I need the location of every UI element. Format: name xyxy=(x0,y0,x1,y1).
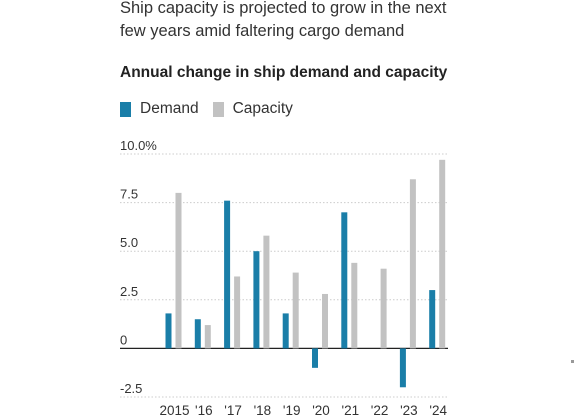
capacity-bar-4 xyxy=(292,272,299,349)
legend-item-demand: Demand xyxy=(120,100,199,118)
chart-panel xyxy=(114,0,455,420)
legend-swatch-demand xyxy=(120,101,131,117)
capacity-bar-1 xyxy=(204,325,211,349)
capacity-bar-2 xyxy=(234,276,241,349)
legend-item-capacity: Capacity xyxy=(212,100,293,118)
y-tick-label: -2.5 xyxy=(120,381,142,396)
x-tick-label: '21 xyxy=(342,403,360,418)
capacity-bar-6 xyxy=(351,262,358,349)
x-tick-label: '17 xyxy=(224,403,242,418)
legend-label-capacity: Capacity xyxy=(232,100,293,117)
demand-bar-9 xyxy=(429,290,436,349)
capacity-bar-8 xyxy=(409,179,416,349)
legend-swatch-capacity xyxy=(212,101,224,117)
demand-bar-1 xyxy=(194,319,201,349)
y-tick-label: 7.5 xyxy=(120,187,138,202)
x-tick-label: '18 xyxy=(254,403,272,418)
capacity-bar-3 xyxy=(263,235,270,349)
capacity-bar-9 xyxy=(439,159,446,349)
chart-title: Annual change in ship demand and capacit… xyxy=(120,64,448,81)
x-tick-label: '19 xyxy=(283,403,301,418)
y-tick-label: 0 xyxy=(120,332,127,347)
x-tick-label: '22 xyxy=(371,403,389,418)
x-tick-label: '20 xyxy=(312,403,330,418)
y-tick-label: 2.5 xyxy=(120,284,138,299)
x-tick-label: '24 xyxy=(429,403,447,418)
demand-bar-0 xyxy=(165,313,172,349)
demand-bar-6 xyxy=(341,212,348,349)
y-tick-label: 5.0 xyxy=(120,235,138,250)
demand-bar-3 xyxy=(253,251,260,349)
demand-bar-8 xyxy=(399,348,406,388)
x-tick-label: '16 xyxy=(195,403,213,418)
legend: Demand Capacity xyxy=(120,100,307,118)
demand-bar-5 xyxy=(312,348,318,368)
x-tick-label: '23 xyxy=(400,403,418,418)
x-tick-label: 2015 xyxy=(159,403,189,418)
capacity-bar-7 xyxy=(380,268,387,349)
legend-label-demand: Demand xyxy=(140,100,199,117)
demand-bar-4 xyxy=(282,313,289,349)
headline: Ship capacity is projected to grow in th… xyxy=(120,0,447,40)
capacity-bar-5 xyxy=(322,293,328,349)
edge-mark xyxy=(571,360,574,363)
capacity-bar-0 xyxy=(175,192,182,349)
y-tick-label: 10.0% xyxy=(120,138,157,153)
demand-bar-2 xyxy=(224,200,231,349)
